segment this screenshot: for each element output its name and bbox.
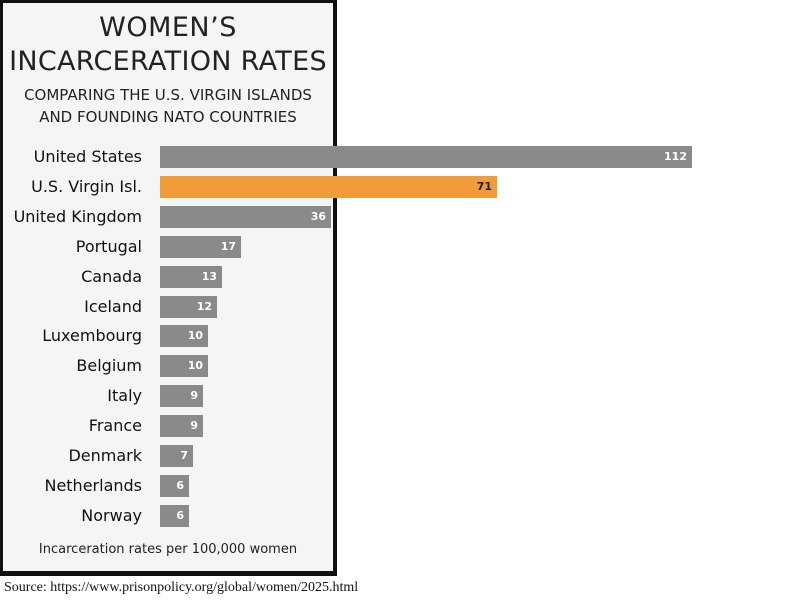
bar-value-label: 6: [176, 478, 184, 492]
bar: 10: [160, 325, 208, 348]
bar: 9: [160, 385, 203, 408]
bar: 9: [160, 415, 203, 438]
category-label: Belgium: [76, 356, 142, 376]
chart-subtitle-line-1: COMPARING THE U.S. VIRGIN ISLANDS: [24, 86, 312, 104]
bar-value-label: 10: [187, 329, 203, 343]
category-label: United States: [33, 147, 142, 166]
bar-value-label: 6: [176, 508, 184, 522]
category-label: Portugal: [75, 236, 142, 256]
category-label: Italy: [107, 386, 142, 406]
bar: 12: [160, 295, 217, 318]
bar-value-label: 9: [190, 419, 198, 433]
category-label: France: [88, 416, 142, 436]
bar: 10: [160, 355, 208, 378]
category-label: Iceland: [84, 296, 142, 316]
bar: 71: [160, 175, 497, 198]
category-label: U.S. Virgin Isl.: [31, 176, 142, 196]
bar-value-label: 112: [664, 150, 687, 163]
category-label: Denmark: [68, 446, 142, 465]
x-axis-label: Incarceration rates per 100,000 women: [38, 542, 298, 557]
bar: 6: [160, 474, 189, 497]
bar: 112: [160, 146, 692, 168]
bar: 6: [160, 504, 189, 527]
category-label: Luxembourg: [42, 326, 142, 346]
chart-title-line-1: WOMEN’S: [99, 12, 237, 43]
category-label: Canada: [81, 266, 142, 286]
bar-value-label: 12: [196, 299, 212, 313]
chart-subtitle-line-2: AND FOUNDING NATO COUNTRIES: [39, 108, 297, 126]
bar-value-label: 10: [187, 359, 203, 373]
bar-value-label: 9: [190, 389, 198, 403]
bar-value-label: 13: [201, 269, 217, 283]
chart-title-line-2: INCARCERATION RATES: [9, 46, 327, 77]
category-label: Netherlands: [44, 475, 142, 495]
bar: 36: [160, 205, 331, 228]
bar: 13: [160, 265, 222, 288]
source-citation: Source: https://www.prisonpolicy.org/glo…: [4, 580, 359, 595]
bar: 17: [160, 235, 241, 258]
bar-value-label: 36: [310, 209, 326, 223]
category-label: Norway: [81, 505, 142, 525]
bar-value-label: 71: [476, 179, 492, 193]
category-label: United Kingdom: [13, 206, 142, 226]
bar-value-label: 17: [220, 239, 236, 253]
bar: 7: [160, 445, 193, 467]
bar-value-label: 7: [180, 449, 188, 462]
